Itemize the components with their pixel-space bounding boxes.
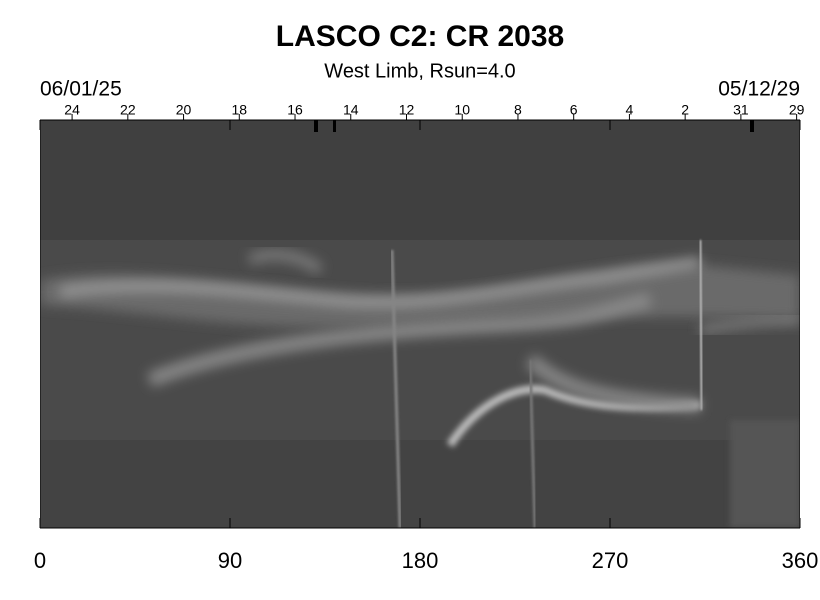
x-tick-label: 180 bbox=[402, 548, 439, 573]
chart-subtitle: West Limb, Rsun=4.0 bbox=[324, 60, 515, 82]
top-tick-label: 22 bbox=[120, 102, 136, 118]
top-tick-label: 31 bbox=[733, 102, 749, 118]
top-tick-label: 4 bbox=[626, 102, 634, 118]
x-tick-label: 270 bbox=[592, 548, 629, 573]
top-tick-label: 8 bbox=[514, 102, 522, 118]
top-tick-label: 12 bbox=[399, 102, 415, 118]
top-tick-label: 10 bbox=[454, 102, 470, 118]
top-tick-label: 20 bbox=[176, 102, 192, 118]
x-tick-label: 0 bbox=[34, 548, 46, 573]
synoptic-image bbox=[40, 120, 800, 528]
top-tick-label: 2 bbox=[681, 102, 689, 118]
top-tick-label: 14 bbox=[343, 102, 359, 118]
top-tick-label: 18 bbox=[231, 102, 247, 118]
end-date: 05/12/29 bbox=[718, 78, 800, 101]
start-date: 06/01/25 bbox=[40, 78, 122, 101]
top-tick-label: 6 bbox=[570, 102, 578, 118]
top-tick-label: 16 bbox=[287, 102, 303, 118]
x-tick-label: 90 bbox=[218, 548, 242, 573]
top-tick-label: 29 bbox=[789, 102, 805, 118]
chart-title: LASCO C2: CR 2038 bbox=[276, 20, 564, 53]
top-tick-label: 24 bbox=[64, 102, 80, 118]
x-tick-label: 360 bbox=[782, 548, 819, 573]
